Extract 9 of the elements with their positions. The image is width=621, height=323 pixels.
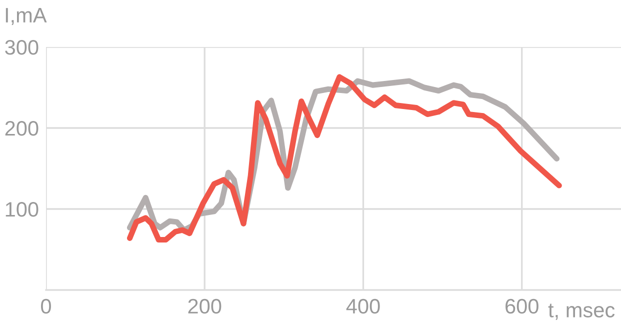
y-tick-label: 100 [6, 202, 38, 217]
x-axis-title: t, msec [548, 304, 615, 320]
x-tick-label: 200 [188, 298, 222, 314]
x-tick-label: 600 [506, 298, 538, 314]
x-tick-label: 400 [346, 298, 380, 314]
y-tick-label: 200 [5, 121, 38, 136]
x-tick-label: 0 [41, 298, 51, 314]
y-axis-title: I,mA [6, 8, 47, 26]
y-tick-label: 300 [5, 40, 38, 55]
